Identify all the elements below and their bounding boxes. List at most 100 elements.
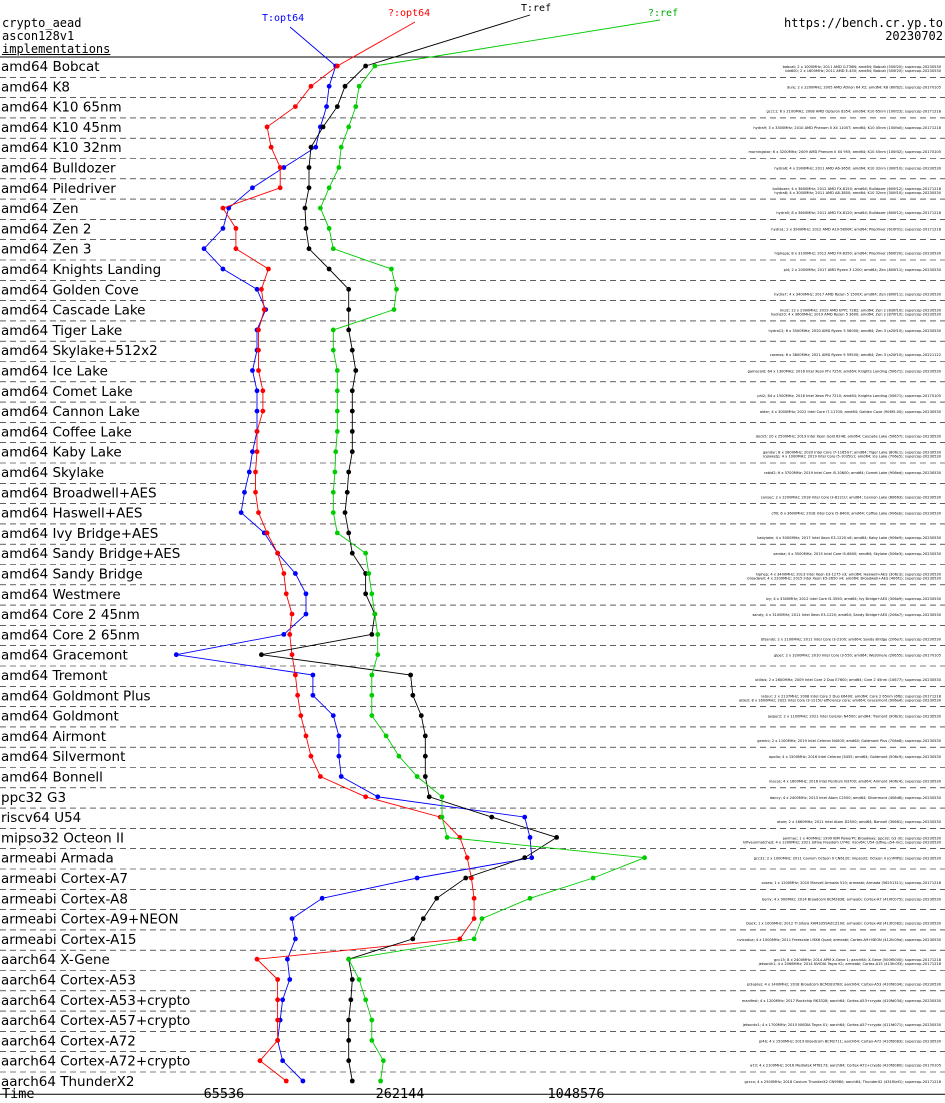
data-point <box>257 1058 263 1064</box>
data-point <box>439 794 445 800</box>
data-point <box>250 449 255 455</box>
data-point <box>422 774 428 779</box>
data-point <box>590 875 596 881</box>
data-point <box>330 713 336 718</box>
category-label: amd64 Broadwell+AES <box>1 485 157 501</box>
category-label: amd64 Bulldozer <box>1 161 116 177</box>
data-point <box>336 733 342 739</box>
data-point <box>283 591 289 597</box>
machine-label: atom; 2 x 1660MHz; 2011 Intel Atom D2550… <box>777 820 942 824</box>
data-point <box>414 774 420 779</box>
data-point <box>308 144 314 150</box>
data-point <box>338 144 344 150</box>
category-label: amd64 Coffee Lake <box>1 424 132 440</box>
machine-label: cansec; 2 x 2200MHz; 2018 Intel Core i3-… <box>761 495 942 499</box>
data-point <box>346 530 352 536</box>
data-point <box>334 429 340 434</box>
data-point <box>254 429 260 434</box>
data-point <box>292 672 298 678</box>
data-point <box>254 388 260 394</box>
data-point <box>439 814 445 820</box>
machine-label: gandur; 8 x 2800MHz; 2020 Intel Core i7-… <box>763 451 942 455</box>
machine-label: jetsontk1; 4 x 2066MHz; 2014 NVIDIA Tegr… <box>758 962 942 966</box>
data-point <box>289 916 295 921</box>
machine-label: gcc11; 6 x 2100MHz; 2008 AMD Opteron 835… <box>767 110 942 114</box>
data-point <box>389 266 394 272</box>
data-point <box>254 286 260 292</box>
category-label: aarch64 Cortex-A72 <box>1 1033 136 1049</box>
x-tick-label: 1048576 <box>548 1086 605 1102</box>
data-point <box>280 1058 286 1064</box>
data-point <box>292 936 298 942</box>
data-point <box>256 347 261 353</box>
data-point <box>285 956 290 962</box>
data-point <box>254 956 260 962</box>
data-point <box>320 124 326 130</box>
category-label: amd64 Sandy Bridge+AES <box>1 546 180 562</box>
data-point <box>363 997 369 1003</box>
machine-label: gcccx; 4 x 2500MHz; 2018 Cavium ThunderX… <box>745 1080 942 1084</box>
machine-label: bla600; 2 x 1600MHz; 2011 AMD E-450; amd… <box>785 69 941 73</box>
data-point <box>298 713 304 718</box>
category-label: aarch64 Cortex-A72+crypto <box>1 1054 190 1070</box>
data-point <box>349 408 355 414</box>
data-point <box>259 286 264 292</box>
data-point <box>338 774 344 779</box>
machine-label: hiphepa; 8 x 3100MHz; 2012 AMD FX-8350; … <box>774 252 941 256</box>
data-point <box>266 266 271 272</box>
machine-label: bfsandy; 2 x 2100MHz; 2011 Intel Core i3… <box>761 637 942 641</box>
data-point <box>275 997 281 1003</box>
data-point <box>268 144 274 150</box>
data-point <box>422 753 428 759</box>
data-point <box>253 489 258 495</box>
data-point <box>317 205 323 211</box>
data-point <box>369 1017 375 1023</box>
data-point <box>326 266 332 272</box>
data-point <box>283 1078 289 1084</box>
category-label: amd64 Core 2 45nm <box>1 607 140 623</box>
data-point <box>349 347 355 353</box>
category-label: aarch64 X-Gene <box>1 952 110 968</box>
machine-label: broadwell; 4 x 2200MHz; 2015 Intel Xeon … <box>747 577 941 581</box>
header-title-3: implementations <box>2 42 111 56</box>
header-site[interactable]: https://bench.cr.yp.to <box>784 16 943 30</box>
data-point <box>471 936 477 942</box>
data-point <box>332 469 338 475</box>
machine-label: alderl; 8 x 1600MHz; 2022 Intel Core i3-… <box>739 698 942 702</box>
data-point <box>275 1038 281 1043</box>
machine-label: jetsontx1; 4 x 1700MHz; 2015 NVIDIA Tegr… <box>742 1023 942 1027</box>
category-label: aarch64 Cortex-A57+crypto <box>1 1013 190 1029</box>
machine-label: hydra1; 2 x 3900MHz; 2012 AMD A10-5800K;… <box>771 227 941 231</box>
data-point <box>334 408 340 414</box>
category-label: amd64 Cascade Lake <box>1 303 146 319</box>
machine-label: gemini; 2 x 1100MHz; 2019 Intel Celeron … <box>757 739 941 743</box>
data-point <box>554 835 560 840</box>
category-label: amd64 Airmont <box>1 729 106 745</box>
data-point <box>275 550 281 556</box>
data-point <box>333 449 339 455</box>
category-label: armeabi Armada <box>1 851 114 867</box>
data-point <box>201 246 207 252</box>
data-point <box>313 144 319 150</box>
legend-t-ref: T:ref <box>521 3 552 14</box>
data-point <box>422 733 428 739</box>
data-point <box>346 1058 352 1064</box>
data-point <box>275 1017 281 1023</box>
data-point <box>275 977 281 982</box>
data-point <box>250 185 255 191</box>
data-point <box>281 165 287 170</box>
data-point <box>346 469 352 475</box>
data-point <box>375 794 381 800</box>
machine-label: cfl0; 6 x 3600MHz; 2018 Intel Core i5-84… <box>772 512 942 516</box>
machine-label: kabylake; 4 x 3000MHz; 2017 Intel Xeon E… <box>757 536 941 540</box>
machine-label: black; 1 x 1000MHz; 2012 TI Sitara XAM33… <box>746 922 942 926</box>
data-point <box>246 469 252 475</box>
machine-label: cosmos; 6 x 3800MHz; 2021 AMD Ryzen 9 59… <box>770 353 941 357</box>
machine-label: pwrmac; 1 x 400MHz; 1999 IBM PowerPC Bro… <box>783 836 942 840</box>
data-point <box>346 956 352 962</box>
category-label: armeabi Cortex-A15 <box>1 932 137 948</box>
data-point <box>326 226 332 231</box>
data-point <box>303 611 309 617</box>
data-point <box>306 185 312 191</box>
machine-label: latour; 2 x 2137MHz; 2008 Intel Core 2 D… <box>761 694 941 698</box>
